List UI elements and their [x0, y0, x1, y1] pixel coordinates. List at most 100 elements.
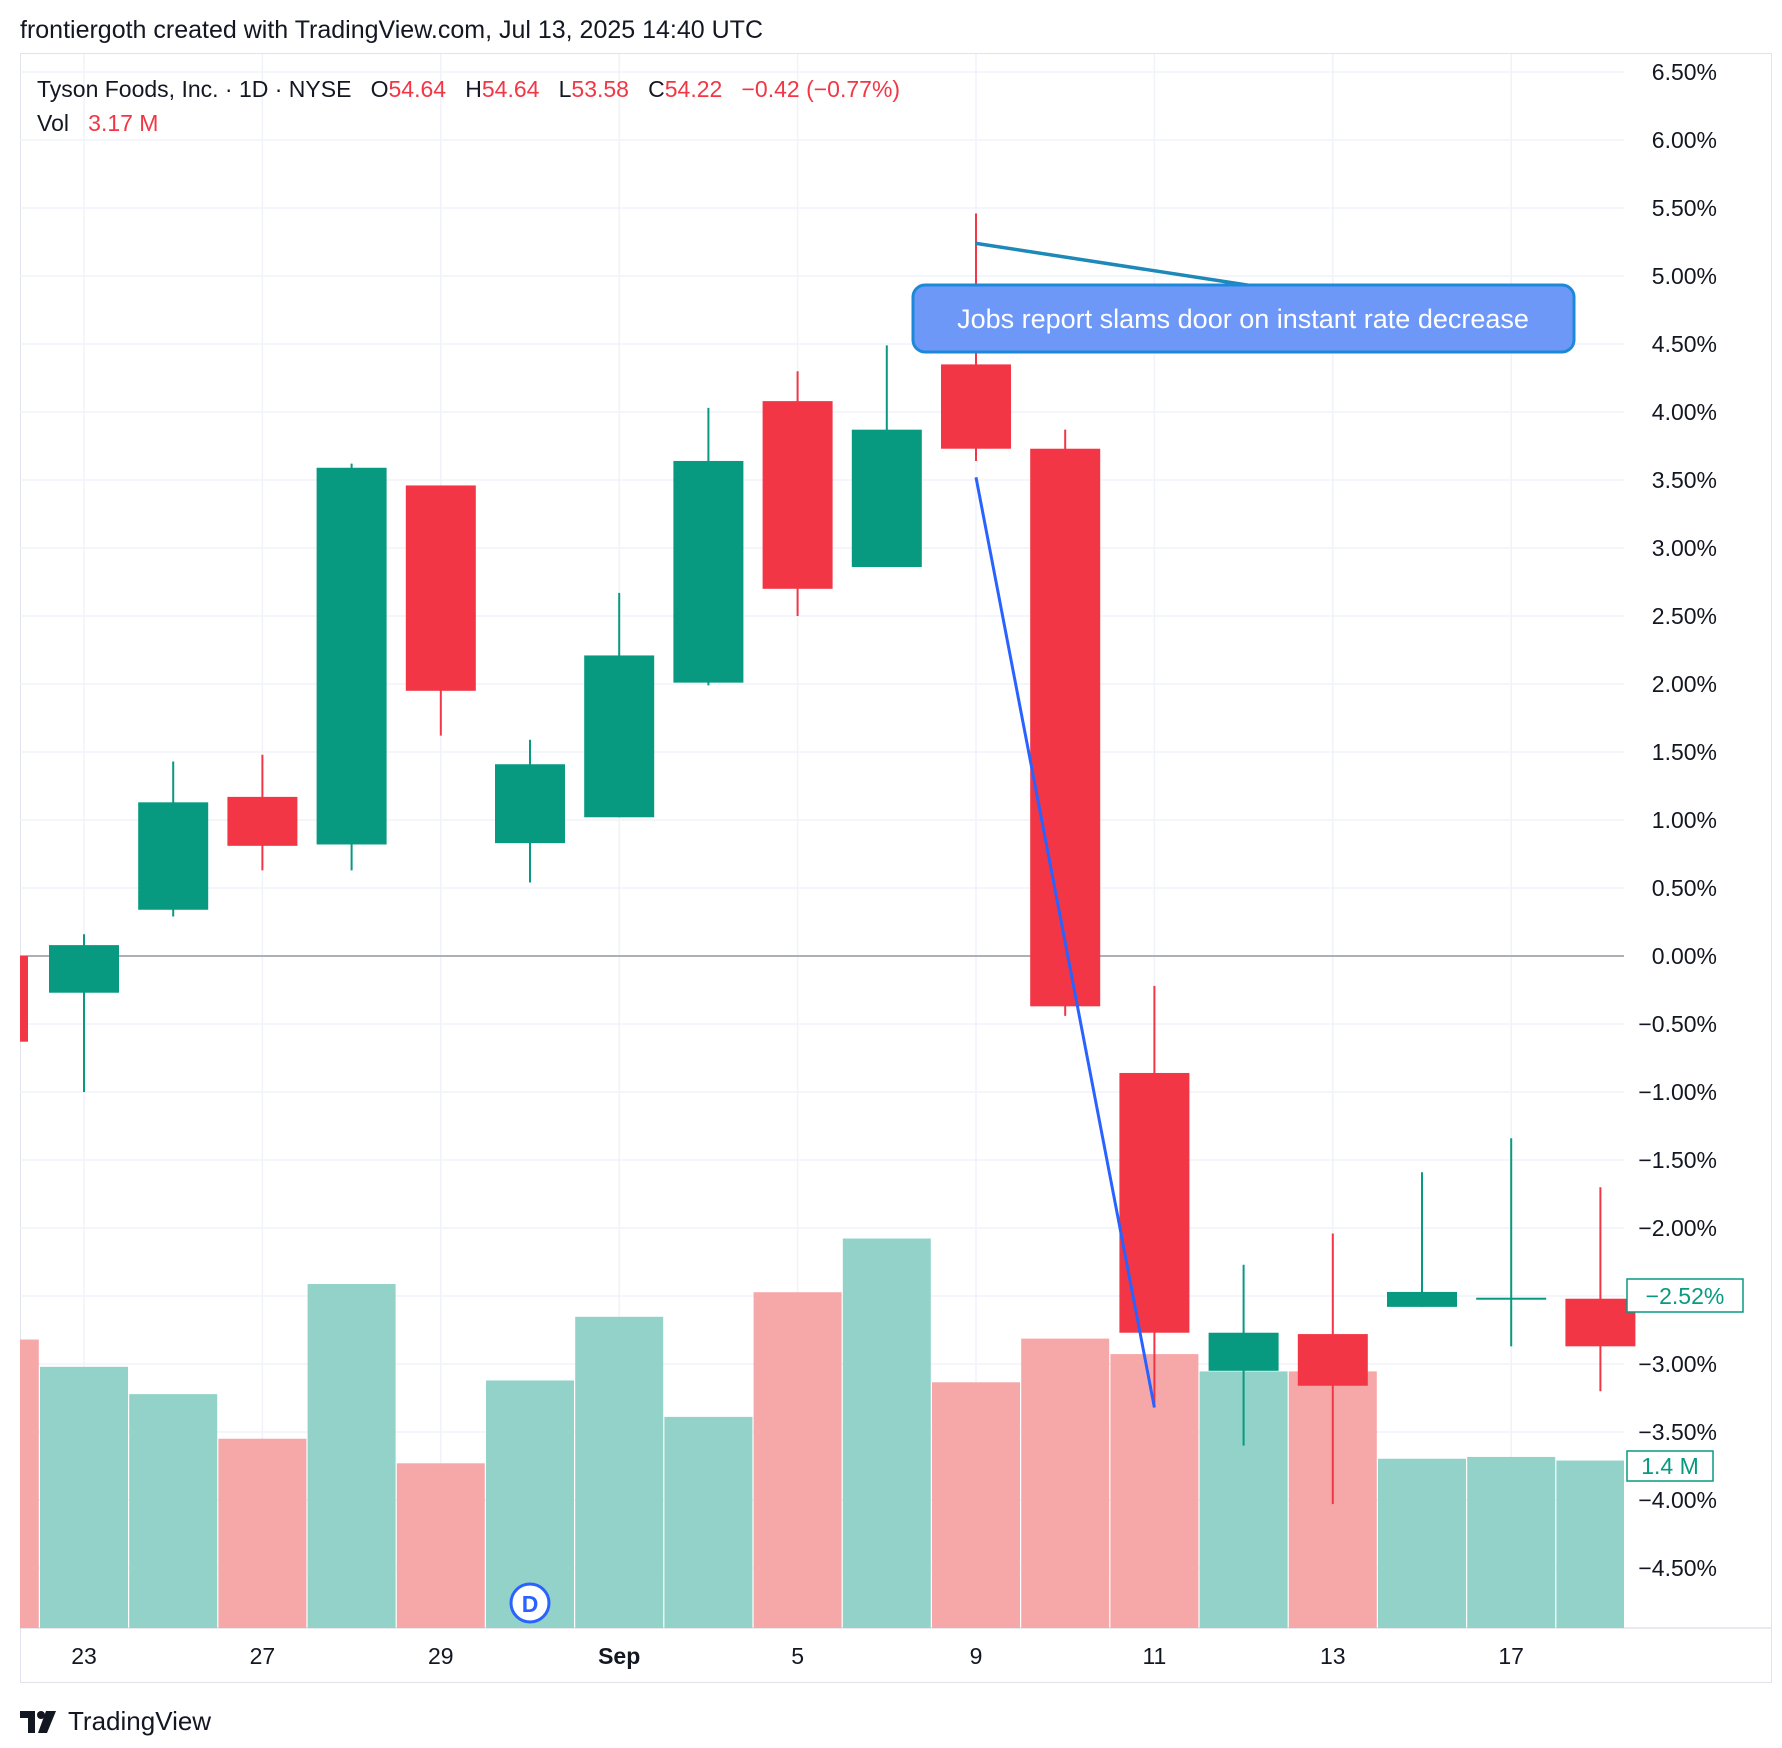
candle-body: [1030, 448, 1101, 1007]
legend-volume-label: Vol: [37, 110, 69, 136]
y-tick-label: −4.50%: [1638, 1555, 1717, 1581]
legend-volume-value: 3.17 M: [88, 110, 159, 136]
y-tick-label: −0.50%: [1638, 1011, 1717, 1037]
volume-bar: [129, 1394, 218, 1628]
volume-bar: [753, 1292, 842, 1628]
y-axis[interactable]: 6.50% 6.00% 5.50% 5.00% 4.50% 4.00% 3.50% 3.00%…: [1638, 59, 1717, 1581]
legend-open-label: O: [370, 76, 389, 102]
legend: Tyson Foods, Inc. · 1D · NYSE O54.64 H54…: [37, 72, 900, 140]
candle-body: [1208, 1332, 1279, 1371]
candle: [673, 407, 744, 686]
y-tick-label: 2.50%: [1652, 603, 1717, 629]
volume-bar: [932, 1382, 1020, 1628]
legend-low-value: 53.58: [571, 76, 629, 102]
candle-body: [1565, 1298, 1636, 1347]
legend-low-label: L: [558, 76, 572, 102]
candle: [1030, 429, 1101, 1016]
y-tick-label: −3.50%: [1638, 1419, 1717, 1445]
legend-change: −0.42 (−0.77%): [741, 76, 901, 102]
y-tick-label: −4.00%: [1638, 1487, 1717, 1513]
volume-bar: [1556, 1460, 1624, 1628]
y-tick-label: 3.00%: [1652, 535, 1717, 561]
candle: [1565, 1187, 1636, 1392]
volume-bar: [396, 1463, 485, 1628]
volume-bar: [575, 1316, 664, 1628]
candle-body: [227, 796, 298, 846]
candle: [49, 934, 119, 1092]
volume-bar: [1467, 1456, 1556, 1628]
candles: [20, 213, 1636, 1505]
y-tick-label: 3.50%: [1652, 467, 1717, 493]
candle-body: [941, 364, 1011, 449]
candle: [316, 463, 387, 871]
x-tick-label: 27: [250, 1643, 276, 1669]
chart-frame: [20, 53, 1772, 1683]
x-axis[interactable]: 23 27 29 Sep 5 9 11 13 17: [71, 1643, 1524, 1669]
volume-bar: [20, 1339, 39, 1628]
candle-body: [49, 945, 119, 993]
drawings[interactable]: Jobs report slams door on instant rate d…: [911, 241, 1576, 1408]
candle: [1208, 1264, 1279, 1446]
candle-body: [673, 460, 744, 683]
x-tick-label: 11: [1142, 1643, 1166, 1669]
volume-bar: [40, 1366, 128, 1628]
tradingview-logo-text: TradingView: [68, 1706, 212, 1736]
legend-close-label: C: [648, 76, 665, 102]
volume-bar: [218, 1438, 307, 1628]
tradingview-logo[interactable]: TradingView: [20, 1706, 211, 1737]
y-tick-label: −3.00%: [1638, 1351, 1717, 1377]
y-tick-label: 4.00%: [1652, 399, 1717, 425]
candle: [138, 761, 209, 917]
candle-body: [762, 401, 833, 589]
candle-body: [138, 802, 209, 910]
callout-box[interactable]: [911, 283, 1576, 354]
callout-text: Jobs report slams door on instant rate d…: [957, 304, 1529, 334]
last-price-tag: −2.52%: [1626, 1278, 1744, 1313]
volume-bar: [1021, 1338, 1110, 1628]
trend-line[interactable]: [974, 476, 1156, 1408]
candle-body: [584, 655, 655, 818]
legend-symbol: Tyson Foods, Inc. · 1D · NYSE: [37, 76, 352, 102]
last-volume-tag: 1.4 M: [1626, 1450, 1714, 1482]
dividend-marker[interactable]: D: [509, 1582, 551, 1624]
candle-body: [1119, 1072, 1190, 1333]
y-tick-label: 6.00%: [1652, 127, 1717, 153]
candle: [20, 956, 28, 1042]
candle: [1387, 1172, 1457, 1307]
candle-body: [405, 485, 476, 691]
volume-bar: [1378, 1458, 1466, 1628]
candle-body: [495, 764, 565, 844]
y-tick-label: 1.00%: [1652, 807, 1717, 833]
y-tick-label: 1.50%: [1652, 739, 1717, 765]
legend-price-row: Tyson Foods, Inc. · 1D · NYSE O54.64 H54…: [37, 72, 900, 106]
candle: [495, 739, 565, 883]
x-tick-label: 9: [970, 1643, 983, 1669]
tradingview-logo-icon: [20, 1710, 56, 1733]
header-credit: frontiergoth created with TradingView.co…: [20, 16, 764, 44]
volume-bars: [20, 1238, 1624, 1628]
x-tick-label: 29: [428, 1643, 454, 1669]
x-tick-label: 17: [1498, 1643, 1524, 1669]
candle: [941, 213, 1011, 461]
candle-body: [1476, 1297, 1547, 1300]
candle: [405, 485, 476, 736]
x-tick-label: 23: [71, 1643, 97, 1669]
legend-high-value: 54.64: [481, 76, 540, 102]
y-tick-label: −1.50%: [1638, 1147, 1717, 1173]
legend-open-value: 54.64: [388, 76, 447, 102]
x-tick-label: 5: [791, 1643, 804, 1669]
y-tick-label: 6.50%: [1652, 59, 1717, 85]
volume-bar: [307, 1284, 396, 1628]
x-tick-label: Sep: [598, 1643, 640, 1669]
candle: [1297, 1233, 1368, 1505]
volume-bar: [842, 1238, 931, 1628]
candle-body: [20, 956, 28, 1042]
candle-body: [316, 467, 387, 845]
candle: [851, 345, 922, 568]
y-tick-label: −2.00%: [1638, 1215, 1717, 1241]
legend-close-value: 54.22: [664, 76, 723, 102]
callout-pointer: [975, 241, 1261, 289]
legend-volume-row: Vol 3.17 M: [37, 106, 900, 140]
dividend-marker-label: D: [522, 1591, 539, 1617]
